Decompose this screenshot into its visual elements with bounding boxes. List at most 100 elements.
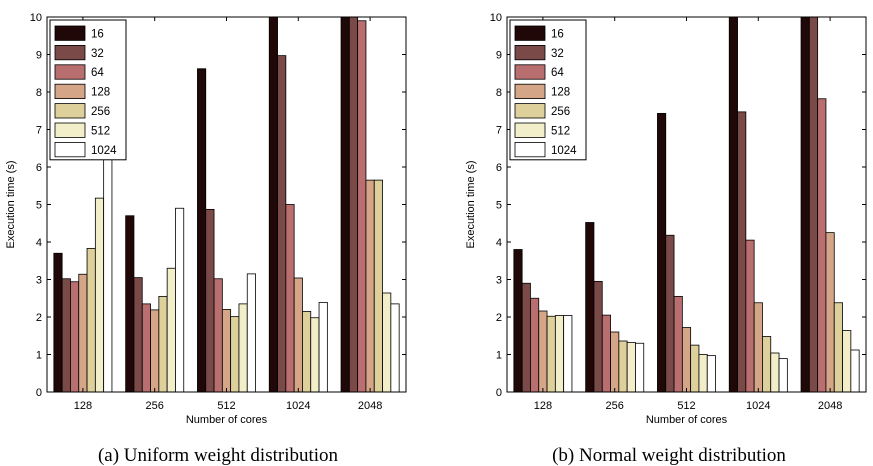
bars (53, 17, 400, 392)
chart-caption: (b) Normal weight distribution (552, 445, 786, 466)
bar-series-128-128 (538, 310, 548, 392)
bar-series-512-2048 (382, 292, 392, 392)
y-tick-label: 4 (496, 237, 502, 249)
bar-series-16-512 (657, 112, 667, 392)
bar-series-256-128 (86, 247, 96, 392)
legend: 16 32 64 128 256 512 1024 (509, 19, 587, 161)
bar-series-16-1024 (268, 17, 278, 392)
bar-series-512-2048 (842, 330, 852, 392)
legend-label-128: 128 (91, 87, 110, 99)
y-axis-label: Execution time (s) (465, 160, 477, 248)
legend-label-16: 16 (91, 28, 104, 40)
bar-series-128-256 (610, 331, 620, 392)
legend: 16 32 64 128 256 512 1024 (49, 19, 127, 161)
legend-swatch-256 (54, 103, 86, 119)
y-tick-label: 1 (36, 350, 42, 362)
bar-series-512-1024 (310, 317, 320, 392)
y-tick-label: 3 (36, 275, 42, 287)
y-tick-label: 2 (496, 312, 502, 324)
bar-series-1024-128 (563, 315, 573, 392)
bar-series-128-128 (78, 273, 88, 392)
y-tick-label: 0 (36, 387, 42, 399)
y-tick-label: 8 (36, 87, 42, 99)
x-tick-label: 1024 (746, 400, 770, 412)
y-axis-label: Execution time (s) (5, 160, 17, 248)
y-tick-label: 5 (36, 200, 42, 212)
bar-series-512-128 (554, 315, 565, 392)
legend-swatch-512 (54, 122, 86, 138)
bars (513, 17, 860, 392)
legend-swatch-128 (54, 83, 86, 99)
bar-series-64-256 (601, 314, 611, 392)
bar-series-1024-256 (635, 342, 645, 392)
x-tick-label: 512 (217, 400, 235, 412)
bar-series-64-2048 (357, 20, 367, 392)
bar-series-128-256 (150, 309, 160, 392)
chart-normal-panel: 0 1 2 3 4 5 6 7 8 9 10 128 256 512 1024 2048 Number of c… (465, 12, 867, 466)
legend-label-32: 32 (91, 48, 104, 60)
legend-label-128: 128 (551, 87, 570, 99)
bar-series-16-2048 (800, 17, 810, 392)
bar-series-32-256 (133, 277, 143, 392)
chart-caption: (a) Uniform weight distribution (98, 445, 339, 466)
bar-series-64-1024 (745, 239, 755, 392)
bar-series-64-512 (673, 295, 683, 392)
bar-series-32-512 (665, 234, 675, 392)
bar-series-256-1024 (762, 336, 772, 392)
bar-series-1024-256 (175, 207, 185, 392)
x-tick-label: 128 (74, 400, 92, 412)
legend-swatch-128 (514, 83, 546, 99)
bar-series-16-128 (513, 249, 523, 392)
legend-swatch-64 (514, 64, 546, 80)
bar-series-128-512 (681, 327, 692, 392)
legend-label-256: 256 (551, 106, 570, 118)
bar-series-512-512 (698, 354, 708, 392)
bar-series-16-2048 (340, 17, 350, 392)
bar-series-64-512 (213, 278, 223, 392)
y-tick-label: 4 (36, 237, 42, 249)
bar-series-256-2048 (833, 302, 843, 392)
bar-series-32-128 (61, 278, 71, 392)
bar-series-64-128 (530, 297, 540, 392)
x-axis-label: Number of cores (646, 414, 728, 426)
legend-swatch-1024 (514, 141, 546, 158)
bar-series-16-256 (125, 215, 135, 392)
x-tick-label: 2048 (358, 400, 382, 412)
bar-series-1024-512 (246, 273, 256, 392)
legend-label-512: 512 (551, 125, 570, 137)
bar-series-16-128 (53, 252, 63, 392)
x-tick-label: 256 (606, 400, 624, 412)
legend-swatch-512 (514, 122, 546, 138)
bar-series-64-256 (141, 303, 151, 392)
bar-series-256-128 (546, 315, 556, 392)
legend-swatch-16 (54, 25, 86, 41)
legend-swatch-32 (54, 45, 86, 61)
bar-series-128-2048 (825, 232, 835, 392)
y-tick-label: 9 (496, 50, 502, 62)
y-tick-label: 10 (490, 12, 502, 24)
legend-label-1024: 1024 (91, 145, 117, 157)
bar-series-32-1024 (737, 111, 747, 392)
bar-series-1024-2048 (850, 349, 860, 392)
bar-series-256-2048 (373, 179, 383, 392)
legend-label-32: 32 (551, 48, 564, 60)
bar-series-32-1024 (277, 55, 287, 392)
legend-label-64: 64 (551, 67, 564, 79)
bar-series-128-1024 (293, 277, 303, 392)
bar-series-256-256 (618, 340, 628, 392)
bar-series-256-512 (230, 316, 240, 392)
y-tick-label: 6 (496, 162, 502, 174)
bar-series-128-2048 (365, 179, 375, 392)
y-tick-label: 7 (496, 125, 502, 137)
legend-swatch-64 (54, 64, 86, 80)
bar-series-32-2048 (348, 17, 359, 392)
x-tick-label: 512 (677, 400, 695, 412)
bar-series-128-512 (221, 309, 232, 392)
y-tick-label: 0 (496, 387, 502, 399)
y-tick-label: 9 (36, 50, 42, 62)
bar-series-1024-1024 (778, 358, 788, 392)
bar-series-32-256 (593, 280, 603, 392)
y-tick-label: 10 (30, 12, 42, 24)
legend-label-1024: 1024 (551, 145, 577, 157)
